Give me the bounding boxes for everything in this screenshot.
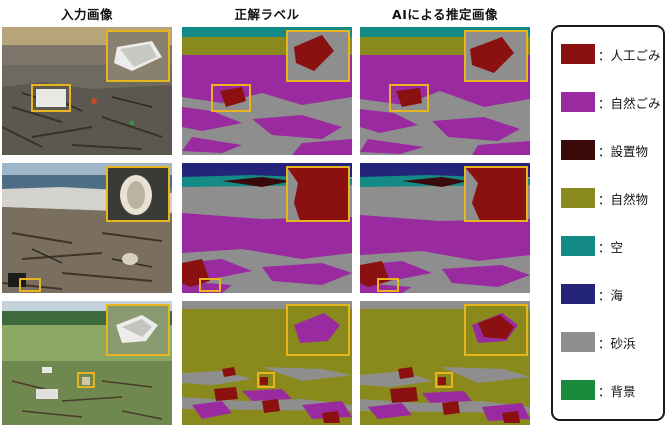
- legend-item-installation: ：設置物: [561, 137, 648, 163]
- class-legend: ：人工ごみ ：自然ごみ ：設置物 ：自然物 ：空 ：海 ：砂浜 ：背景: [551, 25, 665, 421]
- legend-swatch: [561, 188, 595, 208]
- legend-item-sky: ：空: [561, 233, 623, 259]
- legend-swatch: [561, 140, 595, 160]
- legend-label: ：背景: [598, 383, 636, 399]
- legend-label: ：人工ごみ: [598, 47, 661, 63]
- legend-item-artificial-litter: ：人工ごみ: [561, 41, 661, 67]
- legend-swatch: [561, 44, 595, 64]
- truth-label-row-2: [182, 163, 352, 293]
- prediction-image-row-3: [360, 301, 530, 425]
- input-image-row-2: [2, 163, 172, 293]
- truth-label-row-3: [182, 301, 352, 425]
- legend-label: ：空: [598, 239, 624, 255]
- legend-swatch: [561, 380, 595, 400]
- input-image-row-3: [2, 301, 172, 425]
- legend-swatch: [561, 332, 595, 352]
- legend-swatch: [561, 236, 595, 256]
- column-header-truth: 正解ラベル: [234, 7, 300, 22]
- legend-swatch: [561, 92, 595, 112]
- legend-swatch: [561, 284, 595, 304]
- truth-label-row-1: [182, 27, 352, 155]
- legend-item-sand-beach: ：砂浜: [561, 329, 636, 355]
- legend-label: ：海: [598, 287, 624, 303]
- column-header-input: 入力画像: [60, 7, 113, 22]
- legend-label: ：設置物: [598, 143, 649, 159]
- legend-label: ：自然物: [598, 191, 649, 207]
- prediction-image-row-2: [360, 163, 530, 293]
- legend-item-background: ：背景: [561, 377, 636, 403]
- column-header-prediction: AIによる推定画像: [392, 7, 498, 22]
- legend-label: ：自然ごみ: [598, 95, 661, 111]
- legend-item-natural-object: ：自然物: [561, 185, 648, 211]
- legend-item-natural-litter: ：自然ごみ: [561, 89, 661, 115]
- input-image-row-1: [2, 27, 172, 155]
- prediction-image-row-1: [360, 27, 530, 155]
- legend-item-sea: ：海: [561, 281, 623, 307]
- legend-label: ：砂浜: [598, 335, 636, 351]
